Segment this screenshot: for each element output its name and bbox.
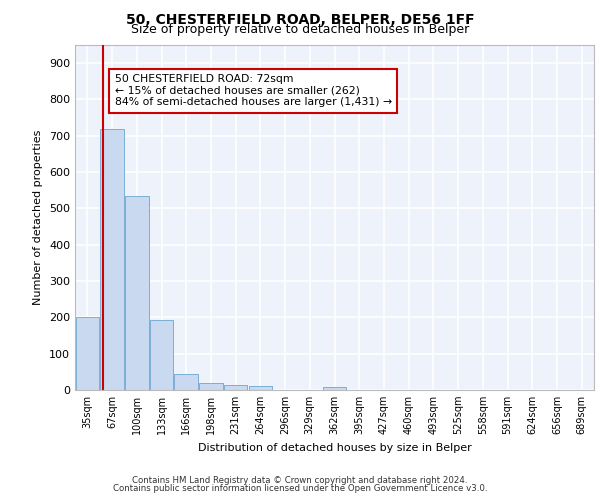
Bar bbox=[224, 385, 247, 390]
Bar bbox=[175, 374, 198, 390]
Text: Contains HM Land Registry data © Crown copyright and database right 2024.: Contains HM Land Registry data © Crown c… bbox=[132, 476, 468, 485]
Text: 50, CHESTERFIELD ROAD, BELPER, DE56 1FF: 50, CHESTERFIELD ROAD, BELPER, DE56 1FF bbox=[125, 12, 475, 26]
Bar bbox=[248, 386, 272, 390]
Text: Size of property relative to detached houses in Belper: Size of property relative to detached ho… bbox=[131, 22, 469, 36]
Bar bbox=[199, 383, 223, 390]
Text: 50 CHESTERFIELD ROAD: 72sqm
← 15% of detached houses are smaller (262)
84% of se: 50 CHESTERFIELD ROAD: 72sqm ← 15% of det… bbox=[115, 74, 392, 108]
Y-axis label: Number of detached properties: Number of detached properties bbox=[34, 130, 43, 305]
Bar bbox=[150, 320, 173, 390]
Bar bbox=[125, 196, 149, 390]
Text: Contains public sector information licensed under the Open Government Licence v3: Contains public sector information licen… bbox=[113, 484, 487, 493]
Bar bbox=[76, 316, 99, 390]
Bar bbox=[100, 130, 124, 390]
X-axis label: Distribution of detached houses by size in Belper: Distribution of detached houses by size … bbox=[197, 442, 472, 452]
Bar bbox=[323, 386, 346, 390]
